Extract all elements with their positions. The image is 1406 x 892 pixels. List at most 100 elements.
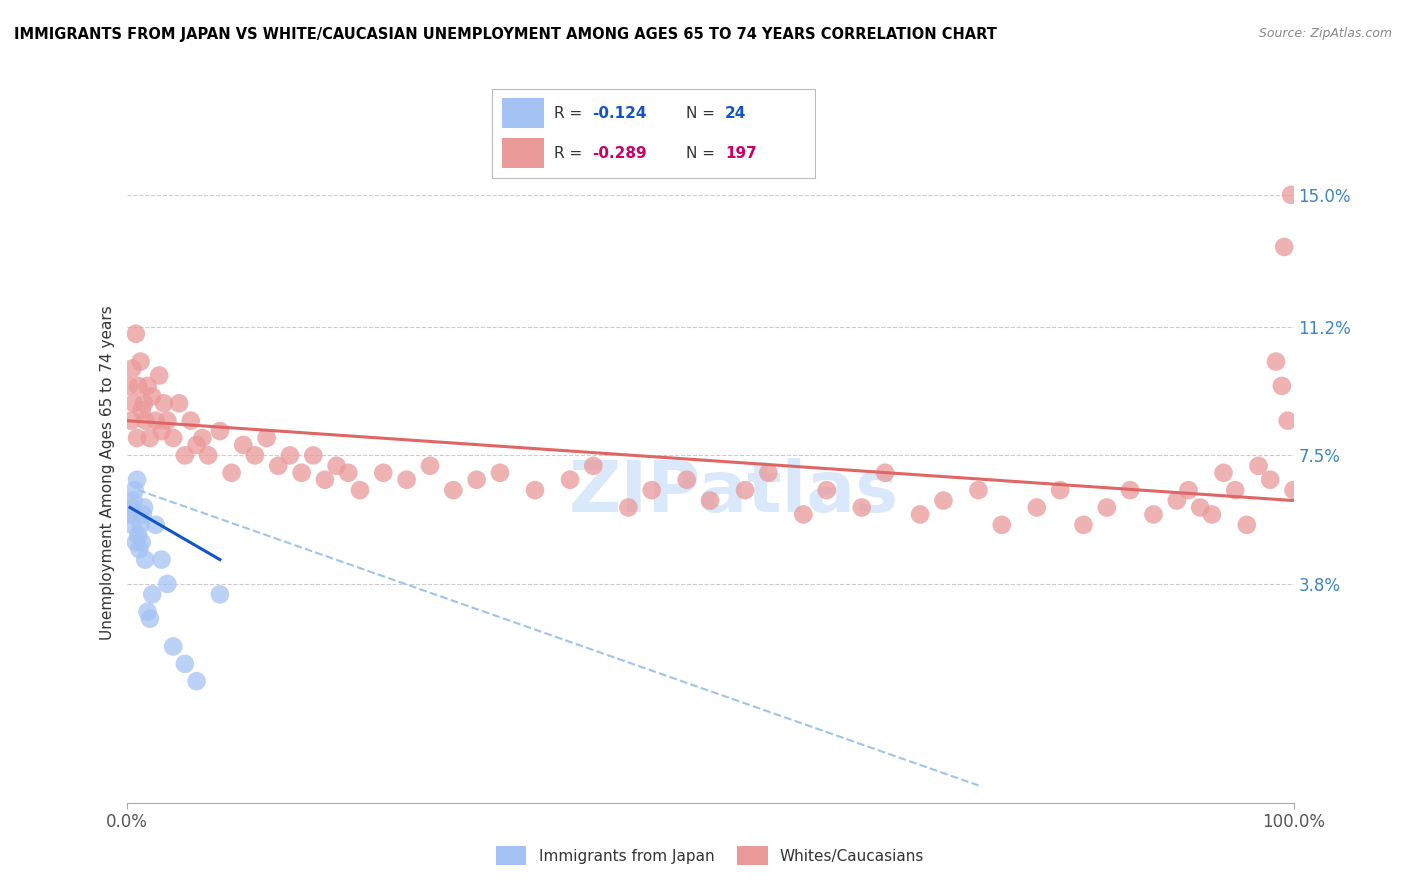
Point	[1025, 500, 1047, 515]
Y-axis label: Unemployment Among Ages 65 to 74 years: Unemployment Among Ages 65 to 74 years	[100, 305, 115, 640]
Point	[120, 414, 142, 428]
Point	[489, 466, 512, 480]
Text: -0.289: -0.289	[592, 146, 647, 161]
Point	[395, 473, 418, 487]
Point	[136, 379, 159, 393]
Point	[208, 587, 231, 601]
Point	[875, 466, 897, 480]
Point	[1279, 187, 1302, 202]
Point	[141, 389, 163, 403]
Point	[156, 414, 179, 428]
Point	[174, 657, 197, 671]
Point	[851, 500, 873, 515]
Point	[186, 438, 208, 452]
Text: 197: 197	[725, 146, 756, 161]
Point	[1272, 240, 1295, 254]
Point	[128, 542, 150, 557]
Point	[153, 396, 176, 410]
Point	[967, 483, 990, 497]
Point	[127, 379, 149, 393]
Point	[1049, 483, 1071, 497]
Point	[221, 466, 243, 480]
Bar	[502, 138, 544, 168]
Point	[1258, 473, 1281, 487]
Point	[180, 414, 202, 428]
Point	[125, 326, 148, 341]
Point	[582, 458, 605, 473]
Point	[118, 508, 141, 522]
Point	[465, 473, 488, 487]
Point	[131, 535, 153, 549]
Point	[132, 508, 155, 522]
Point	[314, 473, 336, 487]
Point	[122, 493, 145, 508]
Point	[267, 458, 290, 473]
Text: N =: N =	[686, 106, 720, 120]
Point	[132, 396, 155, 410]
Text: N =: N =	[686, 146, 720, 161]
Point	[441, 483, 464, 497]
Bar	[502, 98, 544, 128]
Point	[167, 396, 190, 410]
Point	[1277, 414, 1299, 428]
Point	[150, 424, 173, 438]
Point	[373, 466, 395, 480]
Point	[1177, 483, 1199, 497]
Point	[1247, 458, 1270, 473]
Point	[141, 587, 163, 601]
Point	[132, 500, 155, 515]
Point	[122, 396, 145, 410]
Point	[139, 612, 162, 626]
Text: IMMIGRANTS FROM JAPAN VS WHITE/CAUCASIAN UNEMPLOYMENT AMONG AGES 65 TO 74 YEARS : IMMIGRANTS FROM JAPAN VS WHITE/CAUCASIAN…	[14, 27, 997, 42]
Point	[162, 640, 184, 654]
Point	[118, 379, 141, 393]
Point	[349, 483, 371, 497]
Point	[150, 552, 173, 566]
Point	[325, 458, 347, 473]
Point	[1073, 517, 1095, 532]
Point	[302, 449, 325, 463]
Point	[815, 483, 838, 497]
Point	[1223, 483, 1247, 497]
Point	[174, 449, 197, 463]
Point	[990, 517, 1012, 532]
Text: -0.124: -0.124	[592, 106, 647, 120]
Point	[290, 466, 312, 480]
Point	[131, 403, 153, 417]
Point	[243, 449, 266, 463]
Text: R =: R =	[554, 106, 586, 120]
Point	[734, 483, 756, 497]
Point	[908, 508, 931, 522]
Point	[617, 500, 640, 515]
Point	[1095, 500, 1118, 515]
Point	[1166, 493, 1188, 508]
Point	[419, 458, 441, 473]
Point	[134, 552, 156, 566]
Point	[756, 466, 779, 480]
Point	[278, 449, 301, 463]
Text: 24: 24	[725, 106, 747, 120]
Point	[1236, 517, 1258, 532]
Point	[125, 535, 148, 549]
Point	[124, 483, 146, 497]
Point	[136, 605, 159, 619]
Point	[127, 528, 149, 542]
Point	[558, 473, 581, 487]
Point	[121, 361, 143, 376]
Point	[1142, 508, 1164, 522]
Point	[121, 517, 143, 532]
Point	[699, 493, 721, 508]
Point	[129, 517, 152, 532]
Point	[1265, 354, 1288, 368]
Point	[640, 483, 664, 497]
Point	[125, 473, 148, 487]
Point	[1271, 379, 1294, 393]
Point	[1212, 466, 1234, 480]
Point	[1189, 500, 1212, 515]
Text: ZIPatlas: ZIPatlas	[568, 458, 898, 527]
Point	[792, 508, 814, 522]
Point	[1119, 483, 1142, 497]
Point	[186, 674, 208, 689]
Point	[197, 449, 219, 463]
Point	[139, 431, 162, 445]
